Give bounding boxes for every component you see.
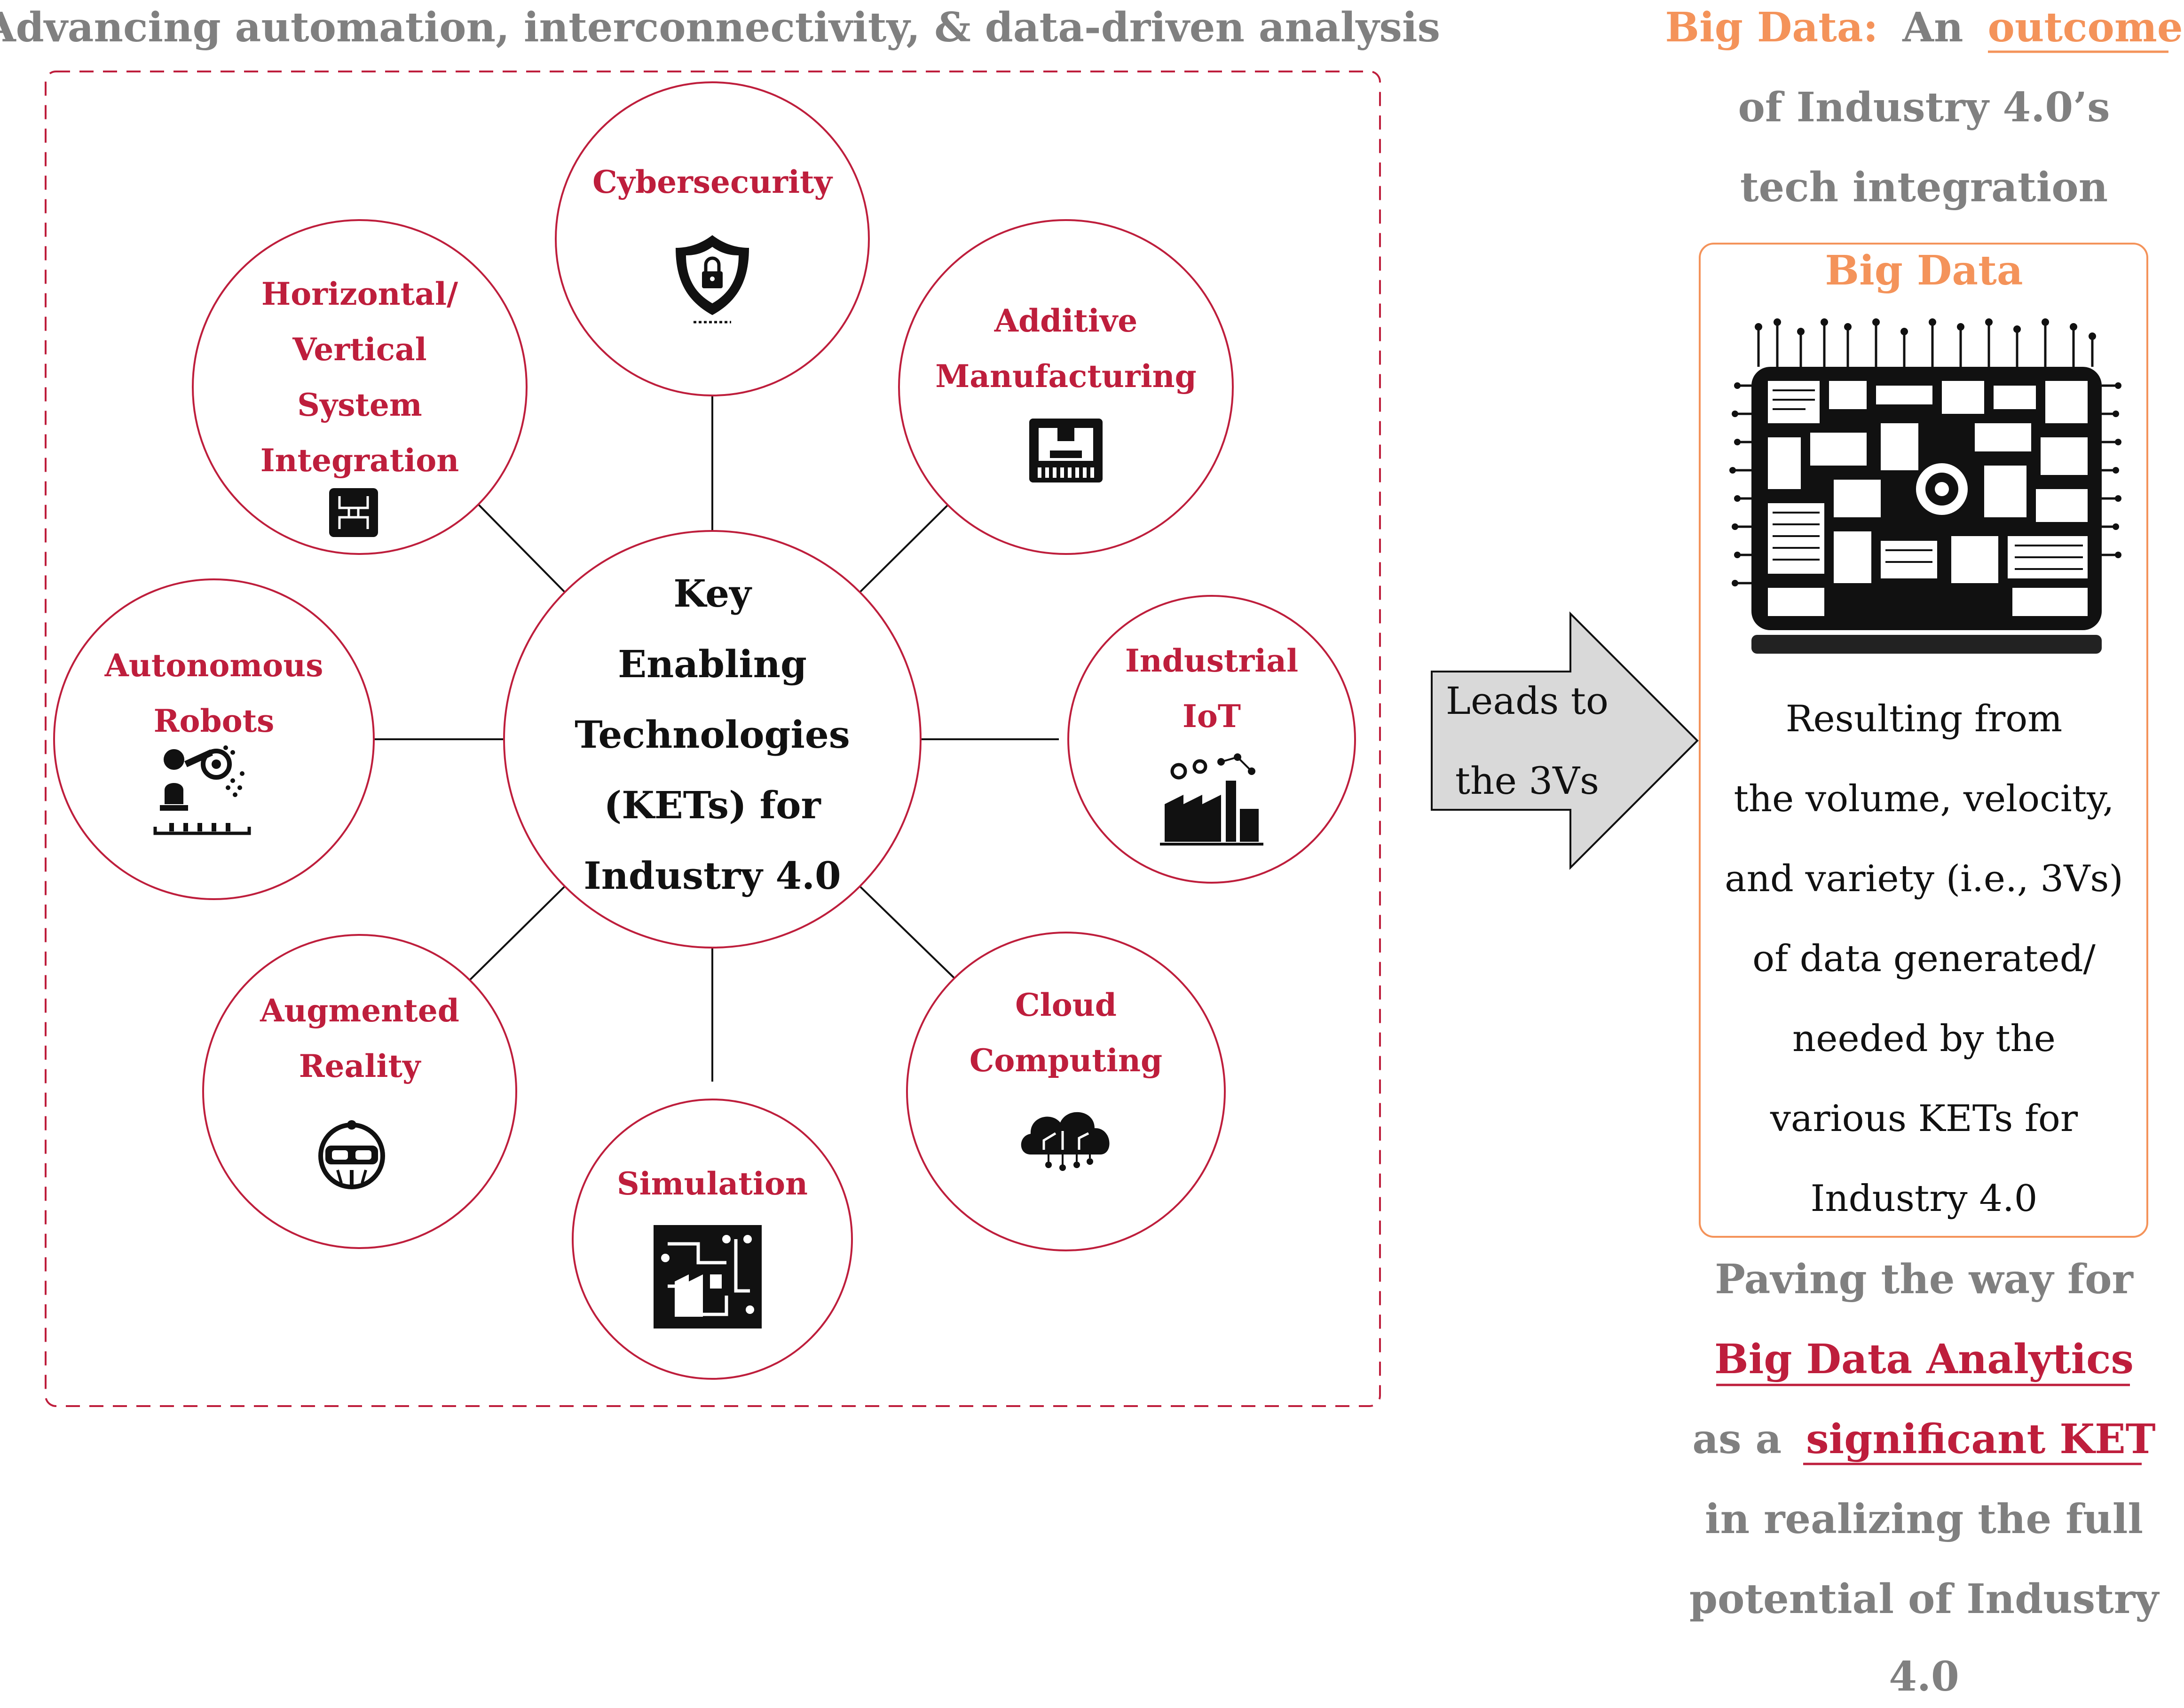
node-system-integration[interactable]: Horizontal/ Vertical System Integration xyxy=(192,219,528,555)
bigdata-line-6: various KETs for xyxy=(1770,1098,2078,1140)
footer-line-3: as a significant KET xyxy=(1692,1415,2155,1463)
node-cybersecurity[interactable]: Cybersecurity xyxy=(555,81,870,396)
right-title: Big Data: An outcome xyxy=(1665,4,2183,51)
vr-headset-icon xyxy=(318,1120,385,1189)
node-cloud-computing[interactable]: Cloud Computing xyxy=(906,932,1226,1251)
left-title: Advancing automation, interconnectivity,… xyxy=(0,4,1440,51)
integration-label-4: Integration xyxy=(260,442,459,479)
3d-printer-icon xyxy=(1029,419,1103,482)
hub-line-2: Enabling xyxy=(618,642,807,686)
iot-label-1: Industrial xyxy=(1125,642,1298,679)
integration-label-3: System xyxy=(297,387,422,423)
arrow-line-1: Leads to xyxy=(1446,679,1608,723)
simulation-label: Simulation xyxy=(617,1165,808,1202)
footer-significant-ket: significant KET xyxy=(1806,1415,2156,1463)
cybersecurity-label: Cybersecurity xyxy=(592,164,833,200)
integration-label-2: Vertical xyxy=(292,331,427,368)
big-data-title: Big Data xyxy=(1825,247,2023,294)
footer-line-5: potential of Industry xyxy=(1689,1575,2160,1623)
ar-label-1: Augmented xyxy=(260,992,459,1029)
integration-label-1: Horizontal/ xyxy=(261,276,458,312)
right-title-part2: An xyxy=(1902,4,1963,51)
footer-big-data-analytics: Big Data Analytics xyxy=(1714,1336,2134,1383)
robots-label-2: Robots xyxy=(154,703,275,739)
leads-to-arrow: Leads to the 3Vs xyxy=(1431,611,1699,870)
bigdata-line-4: of data generated/ xyxy=(1752,938,2096,980)
footer-line-1: Paving the way for xyxy=(1715,1256,2134,1303)
arrow-line-2: the 3Vs xyxy=(1455,759,1599,803)
hub-node[interactable]: Key Enabling Technologies (KETs) for Ind… xyxy=(503,530,922,949)
cloud-label-2: Computing xyxy=(970,1042,1162,1079)
footer-line-4: in realizing the full xyxy=(1705,1495,2143,1543)
node-additive-manufacturing[interactable]: Additive Manufacturing xyxy=(898,219,1234,555)
robot-arm-icon xyxy=(153,745,251,835)
hub-line-3: Technologies xyxy=(575,712,850,757)
node-autonomous-robots[interactable]: Autonomous Robots xyxy=(53,578,375,900)
additive-label-2: Manufacturing xyxy=(935,358,1197,395)
connectors xyxy=(368,396,1059,1082)
chip-icon xyxy=(329,488,378,537)
right-title-part1: Big Data: xyxy=(1665,4,1878,51)
node-industrial-iot[interactable]: Industrial IoT xyxy=(1067,595,1356,884)
footer-as-a: as a xyxy=(1692,1415,1782,1463)
big-data-machine-icon xyxy=(1729,318,2121,654)
bigdata-line-2: the volume, velocity, xyxy=(1734,778,2114,820)
hub-line-4: (KETs) for xyxy=(604,783,821,827)
bigdata-line-1: Resulting from xyxy=(1786,698,2062,740)
right-title-line2: of Industry 4.0’s xyxy=(1738,84,2110,131)
ket-container xyxy=(45,71,1381,1407)
big-data-box: Big Data xyxy=(1699,243,2148,1238)
bigdata-line-5: needed by the xyxy=(1792,1018,2056,1060)
circuit-board-icon xyxy=(654,1225,762,1328)
cloud-label-1: Cloud xyxy=(1015,987,1117,1023)
right-title-outcome: outcome xyxy=(1988,4,2183,51)
smart-factory-icon xyxy=(1160,753,1263,846)
hub-line-5: Industry 4.0 xyxy=(583,854,841,898)
right-title-line3: tech integration xyxy=(1740,164,2108,211)
footer-line-6: 4.0 xyxy=(1889,1653,1959,1700)
bigdata-line-3: and variety (i.e., 3Vs) xyxy=(1725,858,2123,900)
node-augmented-reality[interactable]: Augmented Reality xyxy=(202,934,517,1249)
additive-label-1: Additive xyxy=(994,302,1137,339)
ar-label-2: Reality xyxy=(299,1048,421,1084)
robots-label-1: Autonomous xyxy=(104,647,323,684)
iot-label-2: IoT xyxy=(1183,698,1241,735)
cloud-circuit-icon xyxy=(1021,1112,1110,1171)
hub-line-1: Key xyxy=(673,571,752,616)
shield-lock-icon xyxy=(676,235,749,324)
node-simulation[interactable]: Simulation xyxy=(572,1099,853,1380)
bigdata-line-7: Industry 4.0 xyxy=(1811,1178,2038,1220)
